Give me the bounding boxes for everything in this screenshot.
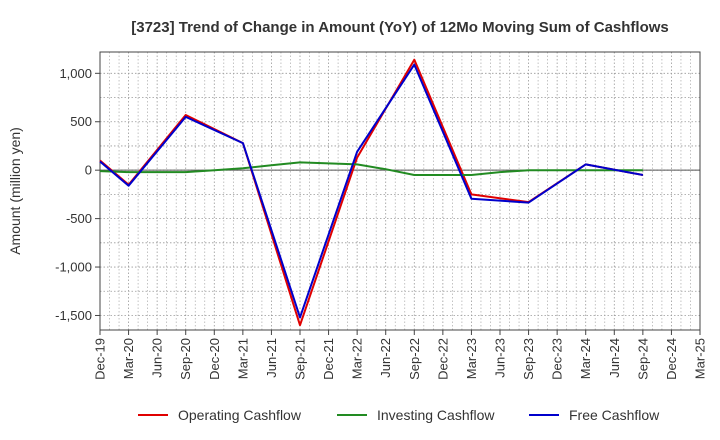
y-tick-label: -500 bbox=[66, 211, 92, 226]
x-tick-label: Jun-23 bbox=[493, 338, 508, 378]
grid bbox=[99, 52, 701, 330]
x-tick-label: Dec-23 bbox=[550, 338, 565, 380]
legend-label-investing-cashflow: Investing Cashflow bbox=[377, 407, 495, 423]
series-layer bbox=[99, 58, 644, 327]
x-tick-label: Dec-24 bbox=[664, 338, 679, 380]
legend-label-operating-cashflow: Operating Cashflow bbox=[178, 407, 302, 423]
x-tick-label: Mar-24 bbox=[578, 338, 593, 379]
x-tick-label: Dec-20 bbox=[207, 338, 222, 380]
x-tick-label: Sep-24 bbox=[635, 338, 650, 380]
chart-title: [3723] Trend of Change in Amount (YoY) o… bbox=[131, 19, 669, 36]
x-tick-label: Dec-22 bbox=[435, 338, 450, 380]
y-tick-label: 1,000 bbox=[59, 66, 92, 81]
x-tick-label: Sep-22 bbox=[407, 338, 422, 380]
x-tick-label: Jun-21 bbox=[264, 338, 279, 378]
x-tick-label: Dec-21 bbox=[321, 338, 336, 380]
y-tick-label: 0 bbox=[85, 163, 92, 178]
y-tick-label: -1,000 bbox=[55, 260, 92, 275]
x-tick-label: Mar-22 bbox=[350, 338, 365, 379]
x-tick-label: Mar-25 bbox=[693, 338, 708, 379]
legend-label-free-cashflow: Free Cashflow bbox=[569, 407, 660, 423]
plot-frame bbox=[99, 51, 701, 331]
x-tick-label: Sep-23 bbox=[521, 338, 536, 380]
plot-border bbox=[99, 51, 701, 331]
x-tick-label: Mar-20 bbox=[121, 338, 136, 379]
series-line-operating-cashflow bbox=[99, 58, 644, 327]
y-tick-label: -1,500 bbox=[55, 308, 92, 323]
series-line-free-cashflow bbox=[99, 63, 644, 319]
y-axis-ticks: 1,000 500 0 -500 -1,000 -1,500 bbox=[55, 66, 100, 323]
x-axis-ticks: Dec-19 Mar-20 Jun-20 Sep-20 Dec-20 Mar-21 Jun-… bbox=[93, 330, 708, 380]
x-tick-label: Sep-21 bbox=[293, 338, 308, 380]
series-line-investing-cashflow bbox=[99, 161, 643, 176]
x-tick-label: Dec-19 bbox=[93, 338, 108, 380]
x-tick-label: Mar-23 bbox=[464, 338, 479, 379]
y-tick-label: 500 bbox=[70, 114, 92, 129]
x-tick-label: Jun-20 bbox=[150, 338, 165, 378]
x-tick-label: Jun-22 bbox=[378, 338, 393, 378]
x-tick-label: Jun-24 bbox=[607, 338, 622, 378]
x-tick-label: Mar-21 bbox=[235, 338, 250, 379]
legend: Operating Cashflow Investing Cashflow Free… bbox=[138, 407, 660, 423]
x-tick-label: Sep-20 bbox=[178, 338, 193, 380]
y-axis-label: Amount (million yen) bbox=[7, 127, 23, 255]
